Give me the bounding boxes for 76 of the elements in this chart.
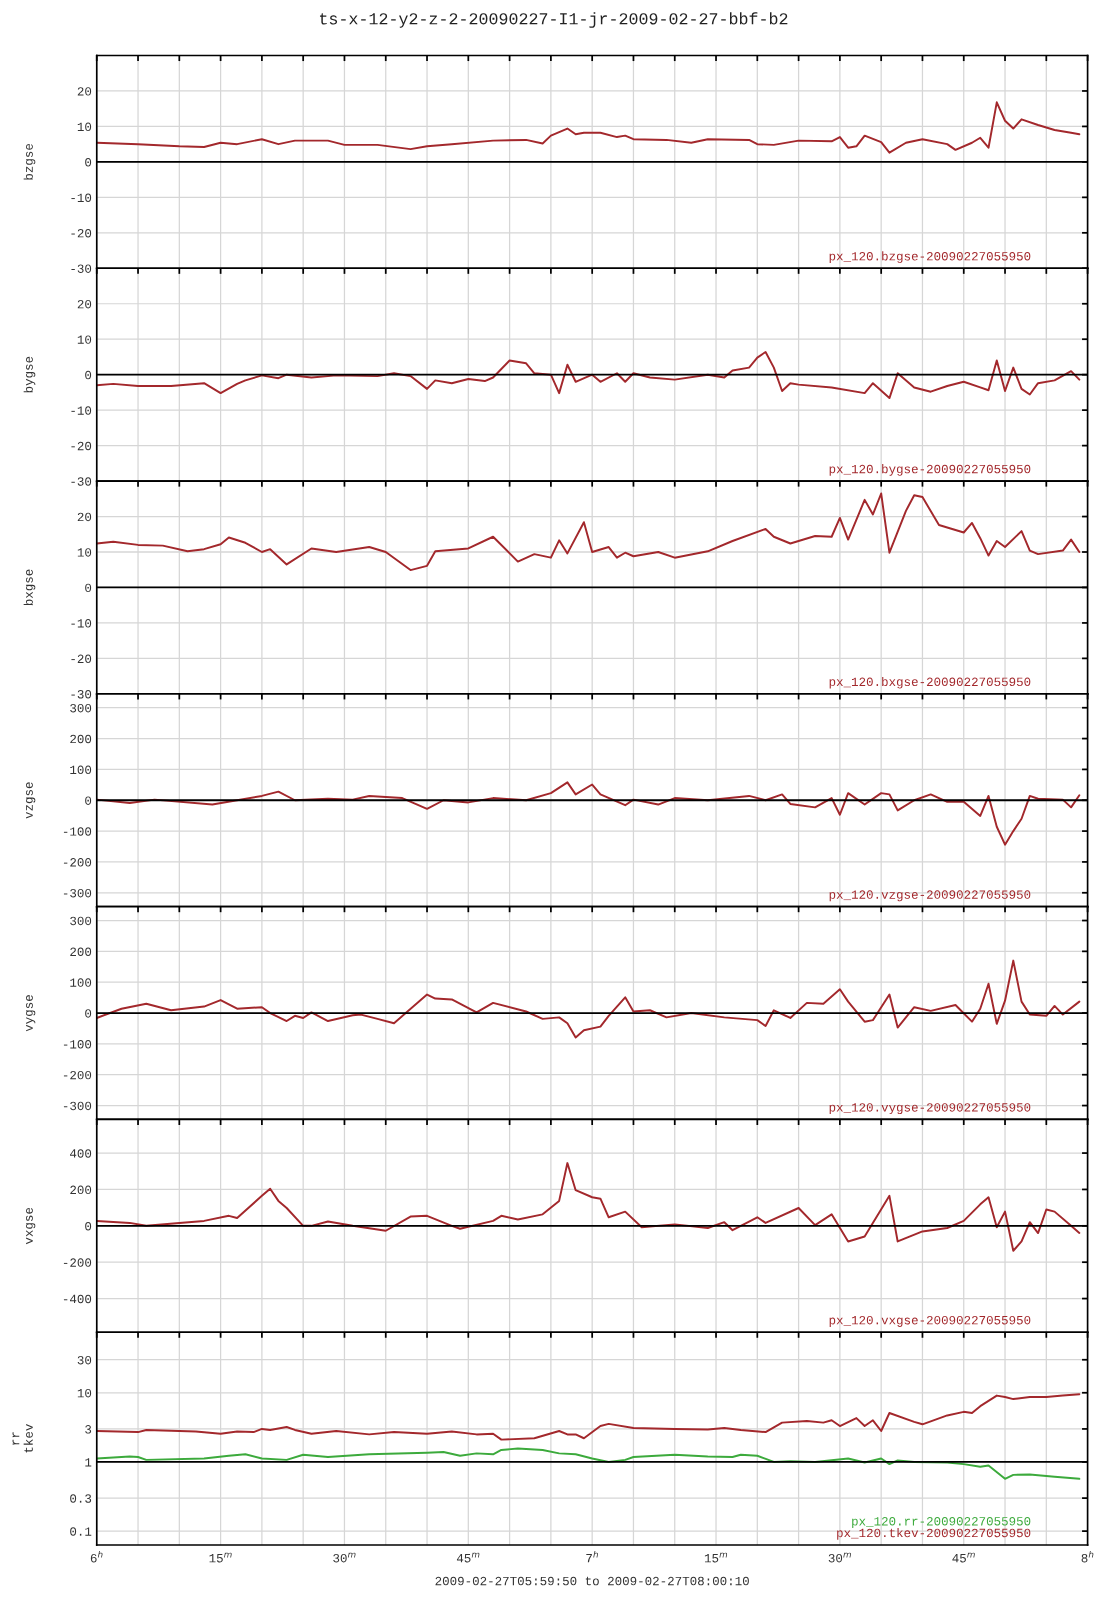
x-tick-label: 6$^{h}$ bbox=[90, 1550, 103, 1563]
line-series bbox=[96, 1393, 1081, 1441]
y-tick-label: -30 bbox=[71, 264, 92, 273]
text: px_120.bxgse-20090227055950 bbox=[829, 676, 1031, 689]
y-tick-label: 200 bbox=[70, 734, 92, 744]
text: px_120.vxgse-20090227055950 bbox=[829, 1315, 1031, 1327]
y-tick-label: 10 bbox=[77, 122, 92, 132]
y-tick-label: -30 bbox=[71, 690, 92, 699]
y-tick-label: -10 bbox=[71, 619, 92, 628]
y-tick-label: 20 bbox=[77, 512, 92, 522]
y-tick-label: 100 bbox=[70, 765, 92, 775]
y-tick-label: 300 bbox=[70, 916, 92, 926]
y-tick-label: -200 bbox=[63, 1070, 92, 1080]
y-tick-label: 3 bbox=[85, 1425, 92, 1434]
y-axis-title: rr tkev bbox=[12, 1424, 33, 1453]
y-tick-label: -400 bbox=[63, 1294, 92, 1304]
y-tick-label: -10 bbox=[71, 193, 92, 203]
text: px_120.vygse-20090227055950 bbox=[829, 1103, 1031, 1115]
y-tick-label: -20 bbox=[71, 654, 92, 664]
x-tick-label: 30$^{m}$ bbox=[333, 1552, 356, 1563]
text: px_120.bygse-20090227055950 bbox=[829, 464, 1031, 476]
x-tick-label: 45$^{m}$ bbox=[952, 1552, 975, 1563]
y-tick-label: -10 bbox=[71, 406, 92, 415]
y-tick-label: 20 bbox=[77, 87, 92, 96]
y-tick-label: 10 bbox=[77, 335, 92, 344]
y-tick-label: 100 bbox=[70, 978, 92, 987]
y-tick-label: -200 bbox=[63, 1258, 92, 1267]
y-tick-label: -100 bbox=[63, 827, 92, 836]
y-axis-title: vygse bbox=[26, 995, 36, 1032]
y-tick-label: 10 bbox=[77, 548, 92, 557]
line-series bbox=[96, 101, 1081, 154]
x-tick-label: 45$^{m}$ bbox=[456, 1552, 480, 1563]
y-tick-label: 0.1 bbox=[70, 1527, 92, 1536]
y-axis-title: bygse bbox=[23, 356, 36, 393]
chart-title: ts-x-12-y2-z-2-20090227-I1-jr-2009-02-27-bbf-b2 bbox=[319, 12, 788, 28]
line-series bbox=[96, 492, 1081, 572]
y-tick-label: -20 bbox=[71, 441, 92, 451]
y-tick-label: 0 bbox=[85, 1221, 92, 1231]
y-tick-label: 0 bbox=[85, 158, 92, 167]
x-tick-label: 8$^{h}$ bbox=[1081, 1550, 1094, 1563]
y-axis-title: bzgse bbox=[23, 143, 36, 180]
text: px_120.tkev-20090227055950 bbox=[837, 1528, 1031, 1540]
y-axis-title: bxgse bbox=[23, 569, 36, 606]
y-tick-label: 1 bbox=[85, 1458, 92, 1467]
y-tick-label: 30 bbox=[77, 1355, 92, 1365]
y-tick-label: 400 bbox=[70, 1149, 92, 1158]
y-tick-label: 300 bbox=[70, 703, 92, 713]
y-tick-label: 0 bbox=[85, 796, 92, 805]
x-tick-label: 15$^{m}$ bbox=[209, 1552, 232, 1563]
y-tick-label: -20 bbox=[71, 228, 92, 238]
y-tick-label: -30 bbox=[71, 477, 92, 486]
y-tick-label: 10 bbox=[77, 1388, 92, 1398]
y-tick-label: 200 bbox=[70, 1185, 92, 1195]
y-tick-label: 20 bbox=[77, 299, 92, 309]
x-axis-title: 2009-02-27T05:59:50 to 2009-02-27T08:00:10 bbox=[435, 1576, 749, 1586]
y-tick-label: 0 bbox=[85, 370, 92, 380]
x-tick-label: 7$^{h}$ bbox=[586, 1550, 598, 1563]
y-tick-label: -300 bbox=[63, 1101, 92, 1111]
y-tick-label: -300 bbox=[63, 888, 92, 898]
y-tick-label: 0.3 bbox=[70, 1494, 92, 1503]
text: px_120.vzgse-20090227055950 bbox=[829, 890, 1031, 902]
line-series bbox=[96, 1447, 1081, 1480]
y-tick-label: -100 bbox=[63, 1040, 92, 1049]
y-tick-label: 0 bbox=[85, 583, 92, 593]
line-series bbox=[96, 1162, 1081, 1252]
x-tick-label: 30$^{m}$ bbox=[828, 1552, 851, 1563]
y-tick-label: 200 bbox=[70, 947, 92, 957]
y-tick-label: 0 bbox=[85, 1009, 92, 1018]
line-series bbox=[96, 351, 1081, 400]
y-tick-label: -200 bbox=[63, 858, 92, 867]
y-axis-title: vxgse bbox=[26, 1207, 36, 1245]
text: px_120.bzgse-20090227055950 bbox=[829, 251, 1031, 263]
line-series bbox=[96, 959, 1081, 1039]
text: px_120.rr-20090227055950 bbox=[852, 1517, 1031, 1528]
y-axis-title: vzgse bbox=[26, 782, 36, 819]
x-tick-label: 15$^{m}$ bbox=[704, 1552, 728, 1563]
